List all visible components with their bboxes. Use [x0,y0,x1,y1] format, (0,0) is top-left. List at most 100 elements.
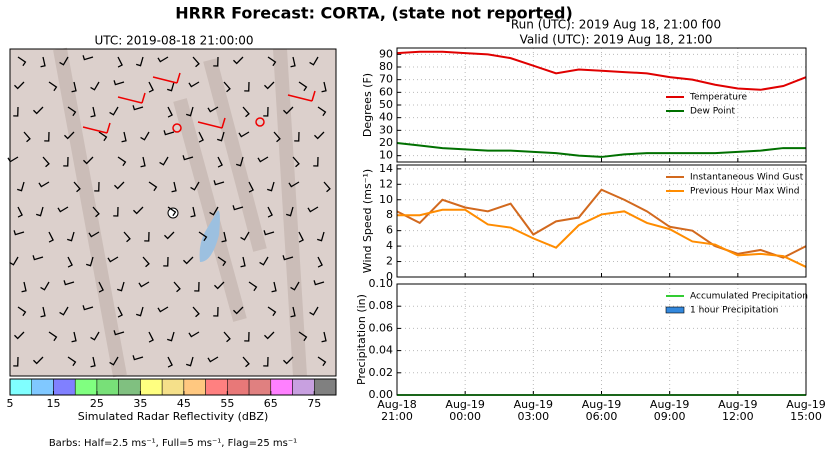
wind-barb [140,156,146,168]
station-marker [167,207,179,219]
wind-barb [117,156,127,167]
colorbar-tick-label: 25 [90,397,104,410]
x-tick-label: Aug-19 15:00 [786,398,826,423]
wind-barb [86,256,94,267]
wind-barb [23,131,31,143]
wind-barb [17,206,23,218]
wind-barb [217,156,223,168]
colorbar-tick-label: 45 [177,397,191,410]
wind-barb [88,231,100,238]
wind-barb [244,331,250,342]
terrain [53,47,307,378]
y-tick-label: 70 [379,73,393,86]
wind-barb [117,281,125,292]
wind-barb [248,281,258,292]
wind-barb [263,106,269,117]
wind-barb [90,356,96,368]
wind-barb [192,306,200,318]
plot-frame [396,47,807,163]
legend-label: Accumulated Precipitation [690,292,808,302]
y-tick-label: 4 [386,239,393,252]
wind-barb [248,181,254,193]
wind-barb [90,331,100,341]
wind-barb [183,256,194,265]
colorbar-bin [248,378,272,396]
wind-barb [123,231,131,243]
wind-barb [238,131,250,138]
wind-barb [157,306,169,313]
wind-barb [113,330,125,336]
wind-barb [117,306,123,318]
wind-barb [309,56,319,66]
wind-barb [98,131,108,142]
y-tick-label: 12 [379,177,393,190]
wind-barb [107,256,119,263]
wind-barb [286,206,294,217]
wind-barb [290,306,296,318]
wind-barb [33,106,44,115]
wind-barb [21,281,27,293]
map-frame [9,48,337,377]
wind-barb [198,231,208,242]
wind-barb [132,355,144,361]
red-circle [172,123,182,133]
colorbar-tick-label: 75 [307,397,321,410]
wind-barb [240,256,246,268]
wind-barb [64,131,75,140]
wind-barb [14,331,25,340]
wind-barb [263,230,275,236]
y-axis-label: Degrees (F) [361,73,374,137]
wind-barb [167,81,175,92]
wind-barb [157,56,169,63]
wind-barb [317,256,323,268]
legend-label: Instantaneous Wind Gust [690,173,804,183]
wind-barb [63,156,69,167]
wind-barb [283,356,294,365]
run-text: Run (UTC): 2019 Aug 18, 21:00 f00 [511,18,721,32]
colorbar-bin [227,378,250,396]
map-title: UTC: 2019-08-18 21:00:00 [94,34,253,48]
colorbar-bin [53,378,76,396]
wind-barb [48,81,58,92]
legend-label: Temperature [689,93,747,103]
red-circle [255,117,265,127]
wind-barb [98,281,104,293]
wind-barb [214,281,225,290]
wind-barb [290,56,296,68]
legend-swatch [665,306,685,314]
wind-barb [307,206,319,213]
y-tick-label: 0.06 [369,321,394,334]
wind-barb [240,231,250,241]
wind-barb [48,331,58,342]
wind-barb [67,231,75,242]
colorbar-bin [205,378,228,396]
wind-barb [267,206,273,218]
wind-barb [242,106,250,118]
wind-barb [148,81,154,93]
wind-barb [188,331,200,338]
wind-barb [207,356,219,363]
y-tick-label: 50 [379,98,393,111]
colorbar-bin [74,378,98,396]
y-tick-label: 0.10 [369,277,394,290]
wind-barb [171,181,177,193]
wind-barb [13,106,19,117]
wind-barb [167,356,173,368]
wind-barb [114,181,125,190]
colorbar-bin [9,378,32,396]
map [7,47,336,378]
wind-barb [288,181,300,188]
y-tick-label: 2 [386,255,393,268]
wind-barb [273,131,281,143]
wind-barb [283,106,294,115]
wind-barb [109,356,119,366]
wind-barb [267,56,277,67]
wind-barb [263,356,269,367]
wind-barb [164,231,175,240]
wind-barb [267,181,275,192]
colorbar-frame [9,378,337,396]
wind-barb [40,281,50,291]
wind-barb [186,106,194,117]
colorbar-tick-label: 35 [133,397,147,410]
wind-barb [167,106,173,118]
